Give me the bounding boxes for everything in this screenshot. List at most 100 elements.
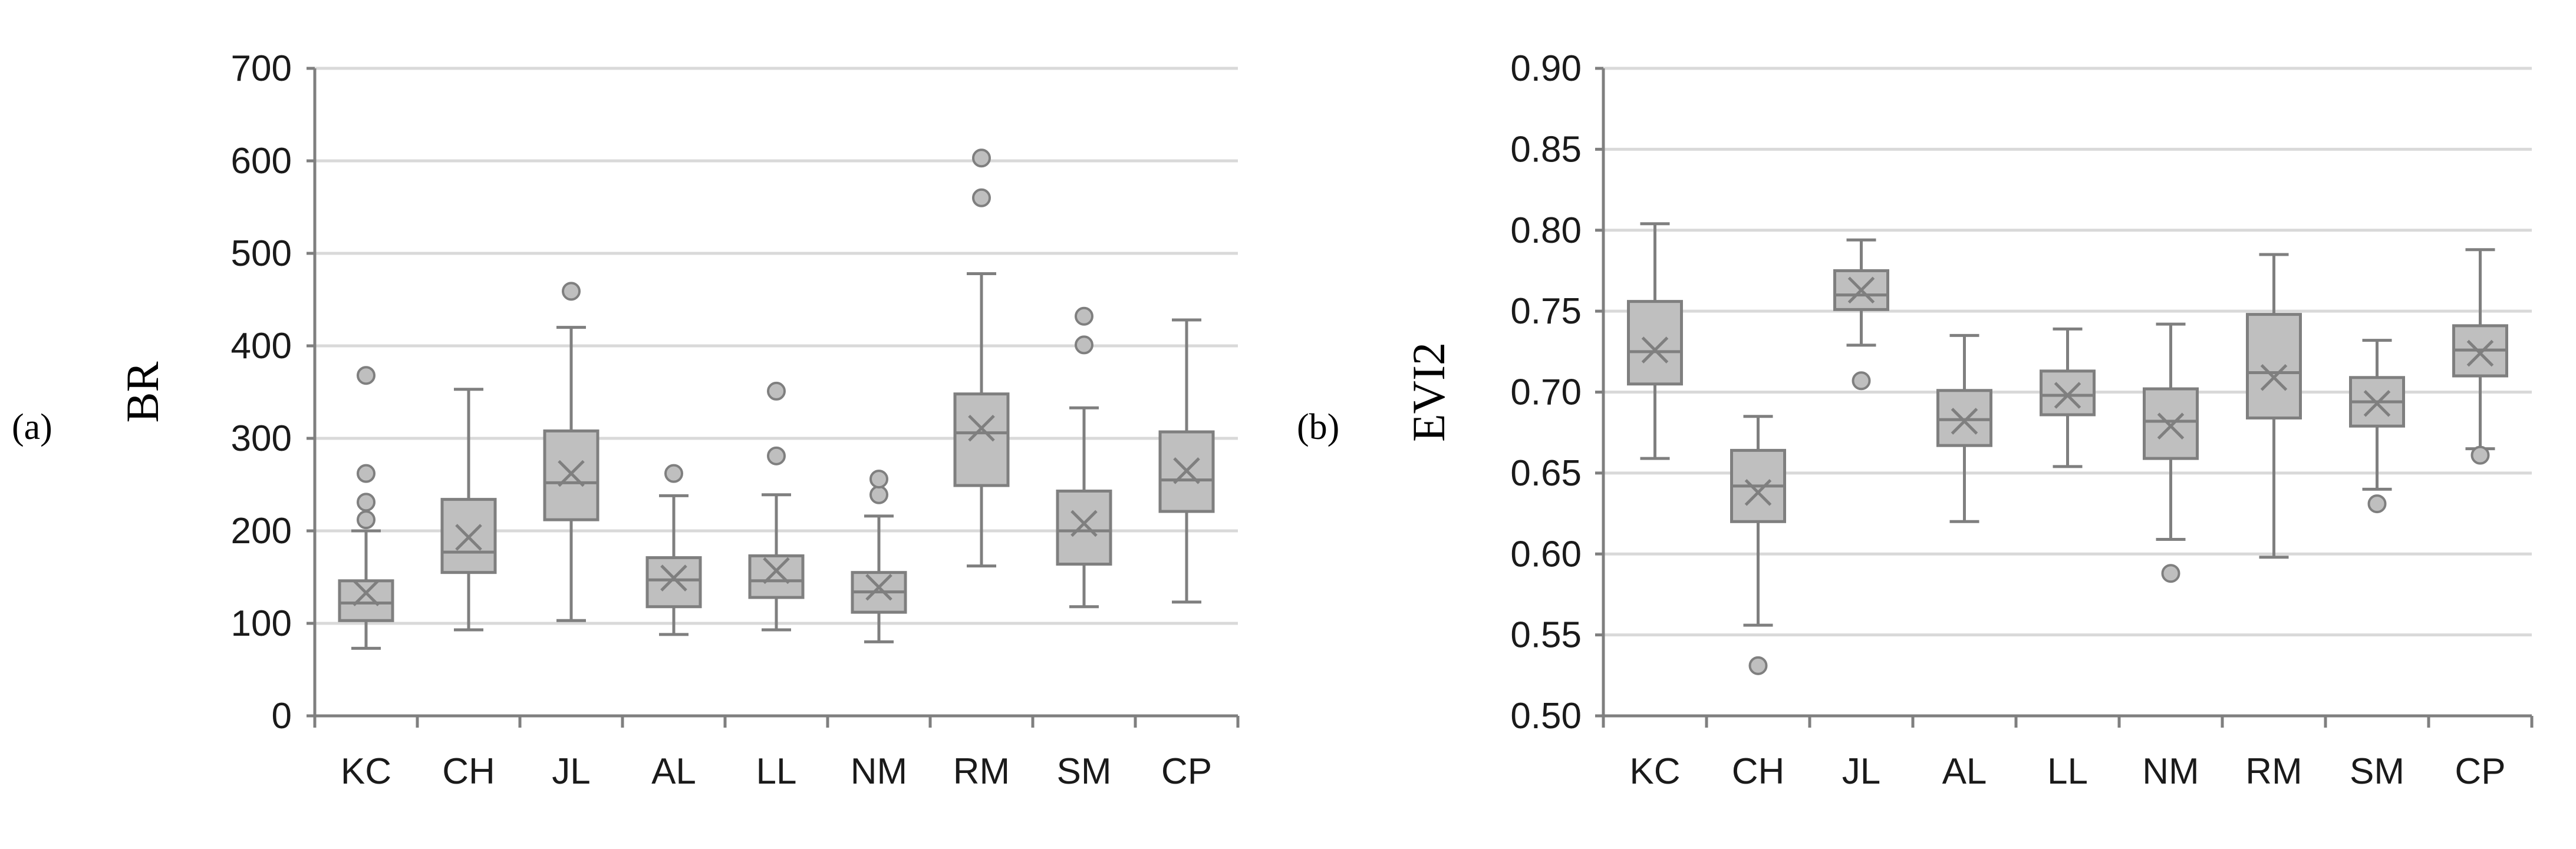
box-cp (2452, 248, 2508, 465)
mean-marker (2260, 364, 2288, 391)
mean-marker-stroke (455, 524, 482, 551)
mean-marker-stroke (763, 557, 790, 584)
mean-marker-stroke (1070, 510, 1098, 537)
mean-marker (1070, 510, 1098, 537)
box-jl (1833, 238, 1889, 391)
outlier-point (869, 485, 888, 504)
outlier-point (357, 464, 375, 483)
mean-marker-stroke (1173, 457, 1200, 484)
mean-marker-stroke (2157, 412, 2185, 440)
outlier-point (869, 470, 888, 489)
iqr-box (1627, 300, 1683, 386)
mean-marker-stroke (865, 574, 892, 601)
box-sm (1056, 306, 1112, 609)
box-kc (1627, 222, 1683, 460)
outlier-point (972, 188, 991, 207)
iqr-box (748, 554, 805, 599)
x-tick-label: CP (1161, 751, 1212, 792)
mean-marker-stroke (558, 460, 585, 487)
y-tick-label: 0.55 (1510, 615, 1582, 656)
box-al (1936, 333, 1992, 523)
panel-b: (b) EVI2 0.50 0.55 0.60 0.65 0.70 0.75 0.80 0.85 0… (1297, 48, 2534, 792)
outlier-point (1075, 335, 1093, 355)
box-cp (1158, 318, 1215, 604)
y-tick-label: 200 (231, 511, 292, 551)
x-tick-label: JL (552, 751, 590, 792)
mean-marker (353, 579, 380, 606)
box-ll (2040, 327, 2096, 468)
mean-marker-stroke (1951, 408, 1978, 435)
x-tick-label: AL (651, 751, 696, 792)
mean-marker (1173, 457, 1200, 484)
box-rm (2246, 253, 2302, 559)
x-tick-label: CP (2455, 751, 2505, 792)
iqr-box (338, 579, 394, 622)
panel-label: (b) (1297, 407, 1339, 447)
mean-marker (660, 564, 687, 592)
iqr-box (2040, 369, 2096, 417)
x-tick-label: NM (851, 751, 907, 792)
mean-marker (763, 557, 790, 584)
mean-marker (1641, 336, 1669, 364)
box-sm (2349, 339, 2405, 514)
mean-marker-stroke (968, 414, 995, 442)
y-tick-label: 700 (231, 48, 292, 89)
outlier-point (972, 148, 991, 168)
mean-marker (455, 524, 482, 551)
iqr-box (2143, 387, 2199, 460)
x-tick-label: AL (1942, 751, 1987, 792)
x-tick-label: CH (1732, 751, 1785, 792)
box-kc (338, 366, 394, 650)
y-tick-label: 0.80 (1510, 210, 1582, 251)
iqr-box (1936, 389, 1992, 447)
mean-marker-stroke (660, 564, 687, 592)
outlier-point (767, 381, 786, 401)
box-ch (1730, 415, 1786, 675)
outlier-point (562, 282, 581, 301)
outlier-point (2161, 564, 2180, 583)
outlier-point (767, 446, 786, 465)
box-jl (543, 282, 599, 622)
x-tick-label: LL (756, 751, 797, 792)
panel-label: (a) (12, 407, 52, 447)
iqr-box (2246, 313, 2302, 419)
y-axis-label: BR (117, 361, 168, 422)
outlier-point (357, 366, 375, 385)
mean-marker (2054, 382, 2081, 409)
y-axis-label: EVI2 (1403, 342, 1454, 442)
mean-marker (968, 414, 995, 442)
box-nm (851, 470, 907, 643)
panel-a: (a) BR 0 100 200 300 400 500 600 700 KC CH JL AL LL NM R… (12, 48, 1240, 792)
y-tick-label: 100 (231, 603, 292, 644)
y-tick-label: 0.70 (1510, 372, 1582, 413)
mean-marker (1951, 408, 1978, 435)
x-tick-label: SM (1057, 751, 1112, 792)
y-tick-label: 0.75 (1510, 291, 1582, 332)
x-tick-label: LL (2047, 751, 2088, 792)
mean-marker (2363, 389, 2391, 417)
y-tick-label: 0.65 (1510, 453, 1582, 494)
outlier-point (2367, 494, 2387, 514)
mean-marker-stroke (2363, 389, 2391, 417)
mean-marker-stroke (353, 579, 380, 606)
x-tick-label: RM (2245, 751, 2302, 792)
box-ll (748, 381, 805, 632)
mean-marker (558, 460, 585, 487)
outlier-point (1075, 306, 1093, 326)
y-tick-label: 500 (231, 233, 292, 274)
mean-marker (2157, 412, 2185, 440)
y-tick-label: 300 (231, 418, 292, 459)
mean-marker-stroke (1744, 479, 1772, 506)
box-al (645, 464, 702, 636)
mean-marker-stroke (1847, 276, 1875, 304)
y-tick-label: 0 (272, 696, 292, 736)
mean-marker-stroke (2260, 364, 2288, 391)
outlier-point (357, 493, 375, 512)
x-tick-label: JL (1842, 751, 1880, 792)
x-tick-label: CH (442, 751, 495, 792)
y-tick-label: 600 (231, 141, 292, 181)
y-tick-label: 0.60 (1510, 534, 1582, 574)
y-tick-label: 0.50 (1510, 696, 1582, 736)
box-nm (2143, 322, 2199, 583)
